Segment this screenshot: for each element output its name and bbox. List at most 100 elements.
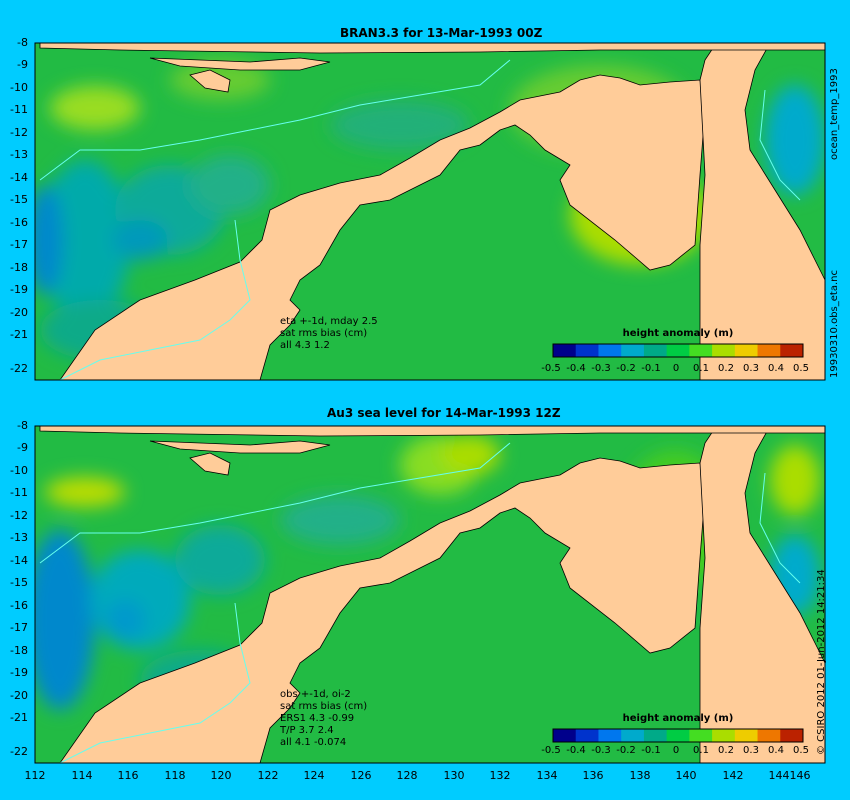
colorbar-swatch xyxy=(689,729,713,742)
cb-tick: 0.4 xyxy=(768,363,784,374)
colorbar-swatch xyxy=(643,344,668,357)
y-tick: -17 xyxy=(10,621,28,634)
panel1-info: eta +-1d, mday 2.5 sat rms bias (cm) all… xyxy=(280,316,378,352)
cb-tick: -0.4 xyxy=(566,745,586,756)
cb-tick: -0.3 xyxy=(591,363,611,374)
cb-tick: 0.1 xyxy=(693,745,709,756)
cb-tick: -0.5 xyxy=(541,745,561,756)
panel2-colorbar-title: height anomaly (m) xyxy=(622,713,734,724)
colorbar-swatch xyxy=(598,729,622,742)
panel1-title: BRAN3.3 for 13-Mar-1993 00Z xyxy=(340,26,543,40)
panel1-colorbar xyxy=(552,343,804,358)
x-tick: 116 xyxy=(117,769,139,782)
colorbar-frame xyxy=(552,728,804,743)
y-tick: -12 xyxy=(10,126,28,139)
x-tick: 112 xyxy=(24,769,46,782)
y-tick: -9 xyxy=(17,441,28,454)
x-tick: 144 xyxy=(768,769,790,782)
cb-tick: -0.3 xyxy=(591,745,611,756)
cb-tick: -0.5 xyxy=(541,363,561,374)
y-tick: -11 xyxy=(10,486,28,499)
y-tick: -13 xyxy=(10,148,28,161)
colorbar-swatch xyxy=(598,344,622,357)
panel2-field xyxy=(35,426,825,763)
y-tick: -17 xyxy=(10,238,28,251)
y-tick: -10 xyxy=(10,81,28,94)
colorbar-swatch xyxy=(621,729,645,742)
y-tick: -20 xyxy=(10,689,28,702)
x-tick: 124 xyxy=(303,769,325,782)
y-tick: -13 xyxy=(10,531,28,544)
colorbar-swatch xyxy=(666,344,690,357)
colorbar-swatch xyxy=(553,729,577,742)
x-tick: 134 xyxy=(536,769,558,782)
cb-tick: 0 xyxy=(672,745,680,756)
x-tick: 120 xyxy=(210,769,232,782)
cb-tick: 0.1 xyxy=(693,363,709,374)
cb-tick: 0 xyxy=(672,363,680,374)
y-tick: -14 xyxy=(10,171,28,184)
colorbar-swatch xyxy=(780,729,804,742)
colorbar-swatch xyxy=(689,344,713,357)
y-tick: -19 xyxy=(10,666,28,679)
colorbar-swatch xyxy=(575,344,599,357)
cb-tick: 0.3 xyxy=(743,363,759,374)
y-tick: -20 xyxy=(10,306,28,319)
colorbar-swatch xyxy=(553,344,577,357)
y-tick: -15 xyxy=(10,193,28,206)
colorbar-swatch xyxy=(575,729,599,742)
colorbar-frame xyxy=(552,343,804,358)
cb-tick: 0.2 xyxy=(718,363,734,374)
colorbar-swatch xyxy=(780,344,804,357)
colorbar-swatch xyxy=(666,729,690,742)
info-line: ERS1 4.3 -0.99 xyxy=(280,713,355,724)
y-tick: -14 xyxy=(10,554,28,567)
info-line: T/P 3.7 2.4 xyxy=(280,725,334,736)
y-tick: -8 xyxy=(17,36,28,49)
y-tick: -15 xyxy=(10,576,28,589)
y-tick: -21 xyxy=(10,711,28,724)
y-tick: -16 xyxy=(10,599,28,612)
info-line: sat rms bias (cm) xyxy=(280,701,368,712)
info-line: obs +-1d, oi-2 xyxy=(280,689,351,700)
x-tick: 136 xyxy=(582,769,604,782)
info-line: eta +-1d, mday 2.5 xyxy=(280,316,378,327)
info-line: all 4.1 -0.074 xyxy=(280,737,347,748)
y-tick: -18 xyxy=(10,644,28,657)
y-tick: -21 xyxy=(10,328,28,341)
colorbar-swatch xyxy=(757,729,781,742)
panel1-field xyxy=(35,43,825,380)
cb-tick: -0.2 xyxy=(616,363,636,374)
x-tick: 138 xyxy=(629,769,651,782)
cb-tick: 0.3 xyxy=(743,745,759,756)
y-tick: -19 xyxy=(10,283,28,296)
panel1-side-label: ocean_temp_1993 xyxy=(829,68,840,160)
x-tick: 126 xyxy=(350,769,372,782)
colorbar-swatch xyxy=(757,344,781,357)
panel2-info: obs +-1d, oi-2 sat rms bias (cm) ERS1 4.… xyxy=(280,689,367,749)
panel2-colorbar xyxy=(552,728,804,743)
y-tick: -22 xyxy=(10,745,28,758)
y-tick: -16 xyxy=(10,216,28,229)
cb-tick: 0.4 xyxy=(768,745,784,756)
colorbar-swatch xyxy=(734,729,759,742)
cb-tick: 0.2 xyxy=(718,745,734,756)
x-tick: 132 xyxy=(489,769,511,782)
cb-tick: -0.1 xyxy=(641,363,661,374)
panel1-colorbar-title: height anomaly (m) xyxy=(622,328,734,339)
cb-tick: 0.5 xyxy=(793,745,809,756)
y-tick: -22 xyxy=(10,362,28,375)
y-tick: -8 xyxy=(17,419,28,432)
credit-label: © CSIRO 2012 01-Jun-2012 14:21:34 xyxy=(816,569,827,755)
x-tick: 122 xyxy=(257,769,279,782)
x-tick: 128 xyxy=(396,769,418,782)
colorbar-swatch xyxy=(643,729,668,742)
panel2-side-label: 19930310.obs_eta.nc xyxy=(829,270,840,378)
y-tick: -12 xyxy=(10,509,28,522)
x-tick: 118 xyxy=(164,769,186,782)
colorbar-swatch xyxy=(712,729,736,742)
y-tick: -18 xyxy=(10,261,28,274)
cb-tick: -0.4 xyxy=(566,363,586,374)
colorbar-swatch xyxy=(734,344,759,357)
